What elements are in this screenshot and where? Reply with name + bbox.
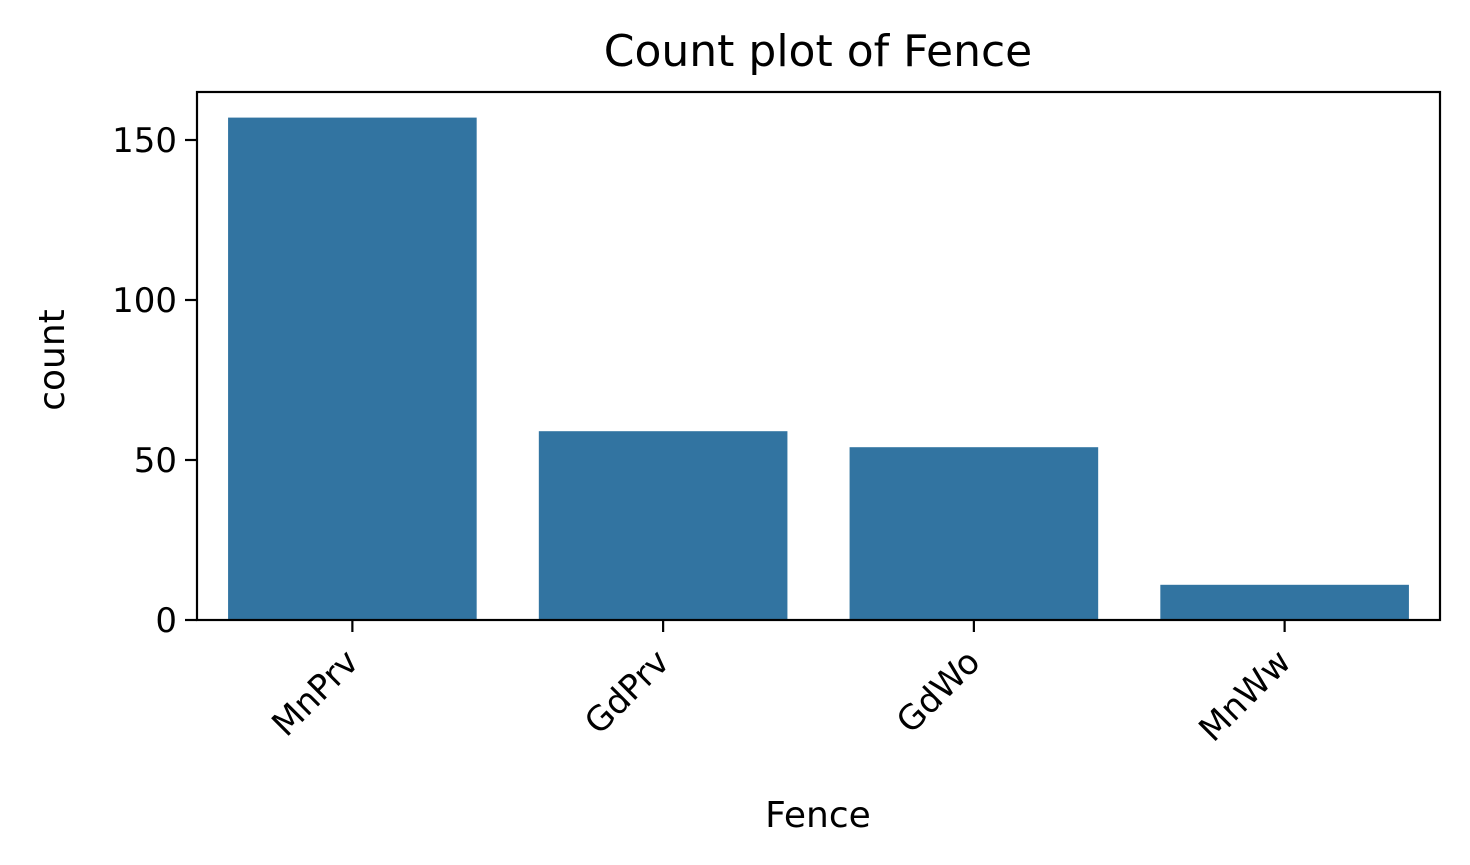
y-tick-label: 100 — [112, 281, 177, 321]
y-tick-label: 0 — [155, 601, 177, 641]
bars-group — [228, 117, 1409, 620]
bar-mnww — [1160, 584, 1409, 620]
bar-mnprv — [228, 117, 477, 620]
x-axis-label: Fence — [765, 795, 871, 836]
y-tick-label: 150 — [112, 121, 177, 161]
y-axis-ticks: 0 50 100 150 — [112, 121, 197, 641]
plot-frame — [195, 90, 1442, 622]
y-axis-label: count — [32, 309, 73, 411]
chart-title: Count plot of Fence — [604, 26, 1032, 77]
bar-gdwo — [849, 447, 1099, 620]
bar-gdprv — [538, 431, 788, 620]
y-tick-label: 50 — [134, 441, 177, 481]
